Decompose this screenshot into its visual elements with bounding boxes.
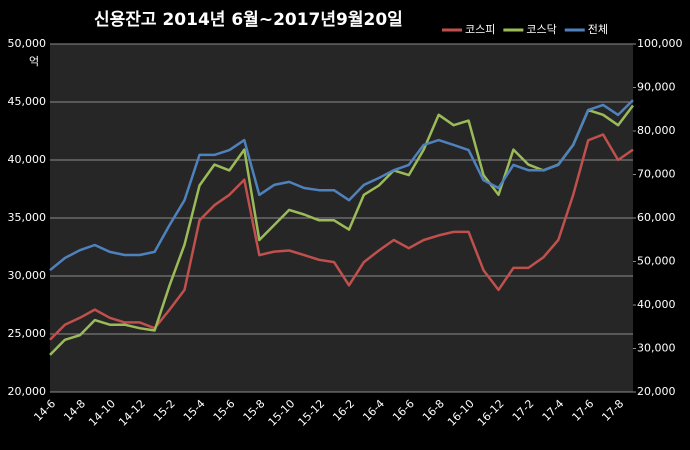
x-tick-label: 17-2 — [510, 397, 537, 424]
legend-label: 코스닥 — [526, 23, 556, 36]
y-tick-label: 35,000 — [8, 211, 47, 224]
x-tick-label: 15-10 — [266, 397, 298, 429]
y2-tick-label: 70,000 — [637, 168, 676, 181]
y-axis-unit: 억 — [29, 55, 39, 68]
y2-tick-label: 80,000 — [637, 124, 676, 137]
series-line — [49, 99, 634, 272]
x-tick-label: 16-10 — [445, 397, 477, 429]
y-tick-label: 30,000 — [8, 269, 47, 282]
x-tick-label: 16-8 — [420, 397, 447, 424]
y2-tick-label: 60,000 — [637, 211, 676, 224]
y2-tick-label: 90,000 — [637, 81, 676, 94]
x-tick-label: 14-8 — [61, 397, 88, 424]
legend-label: 전체 — [588, 23, 608, 36]
x-tick-label: 16-12 — [475, 397, 507, 429]
legend-label: 코스피 — [465, 23, 495, 36]
x-tick-label: 15-2 — [151, 397, 178, 424]
series-line — [49, 133, 634, 341]
y-tick-label: 50,000 — [8, 37, 47, 50]
series-line — [49, 104, 634, 356]
x-tick-label: 14-10 — [86, 397, 118, 429]
x-tick-label: 17-6 — [570, 397, 597, 424]
x-tick-label: 14-12 — [116, 397, 148, 429]
chart-title: 신용잔고 2014년 6월~2017년9월20일 — [94, 10, 403, 30]
x-tick-label: 17-8 — [599, 397, 626, 424]
x-tick-label: 15-6 — [211, 397, 238, 424]
x-tick-label: 16-2 — [330, 397, 357, 424]
x-tick-label: 16-6 — [390, 397, 417, 424]
y-tick-label: 45,000 — [8, 95, 47, 108]
x-tick-label: 15-8 — [241, 397, 268, 424]
x-tick-label: 16-4 — [360, 397, 387, 424]
y2-tick-label: 30,000 — [637, 342, 676, 355]
x-tick-label: 17-4 — [540, 397, 567, 424]
y-tick-label: 25,000 — [8, 327, 47, 340]
y-tick-label: 20,000 — [8, 385, 47, 398]
y2-tick-label: 100,000 — [637, 37, 683, 50]
y2-tick-label: 40,000 — [637, 298, 676, 311]
y2-tick-label: 20,000 — [637, 385, 676, 398]
y-tick-label: 40,000 — [8, 153, 47, 166]
y2-tick-label: 50,000 — [637, 255, 676, 268]
x-tick-label: 15-4 — [181, 397, 208, 424]
x-tick-label: 14-6 — [31, 397, 58, 424]
x-tick-label: 15-12 — [296, 397, 328, 429]
